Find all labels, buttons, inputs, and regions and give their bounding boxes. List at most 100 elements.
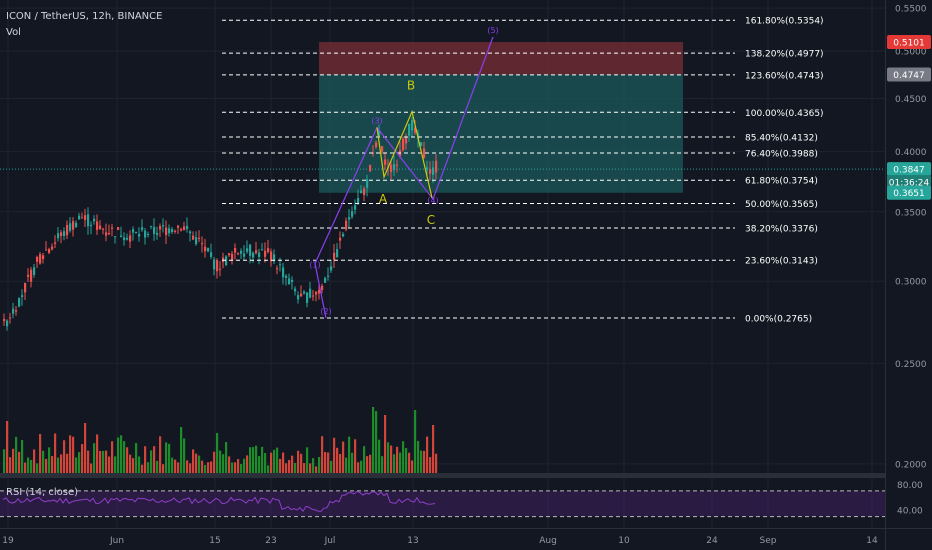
- volume-bar: [213, 451, 216, 473]
- candle-body: [405, 136, 408, 144]
- volume-bar: [378, 439, 381, 473]
- volume-bar: [69, 435, 72, 473]
- volume-bar: [60, 454, 63, 473]
- volume-bar: [84, 423, 87, 473]
- volume-bar: [315, 466, 318, 473]
- rsi-legend[interactable]: RSI (14, close): [6, 487, 79, 498]
- fibonacci-levels[interactable]: 161.80%(0.5354) 138.20%(0.4977) 123.60%(0.…: [222, 17, 824, 325]
- candle-body: [309, 288, 312, 298]
- volume-legend[interactable]: Vol: [6, 27, 21, 38]
- candle-body: [9, 317, 12, 319]
- volume-bar: [123, 441, 126, 473]
- volume-bar: [180, 427, 183, 473]
- price-tick: 0.5000: [895, 48, 927, 58]
- volume-bar: [246, 455, 249, 473]
- candle-body: [123, 237, 126, 241]
- candle-body: [18, 298, 21, 307]
- candle-body: [312, 295, 315, 297]
- candle-body: [408, 124, 411, 136]
- price-axis[interactable]: 0.5500 0.5000 0.4500 0.4000 0.3500 0.3000 0.25…: [885, 0, 932, 550]
- volume-bar: [249, 447, 252, 473]
- candle-body: [213, 259, 216, 270]
- candle-body: [285, 275, 288, 278]
- candle-body: [258, 252, 261, 257]
- candle-body: [69, 223, 72, 231]
- candle-body: [318, 289, 321, 294]
- candle-body: [192, 235, 195, 240]
- candle-body: [384, 159, 387, 165]
- volume-bar: [165, 442, 168, 473]
- candle-body: [63, 231, 66, 237]
- candle-body: [48, 249, 51, 253]
- candle-body: [138, 234, 141, 237]
- candle-body: [228, 253, 231, 256]
- price-label: 0.4747: [893, 71, 925, 81]
- candle-body: [210, 252, 213, 257]
- candle-body: [129, 235, 132, 242]
- time-tick: Aug: [539, 536, 557, 546]
- candle-body: [375, 142, 378, 147]
- volume-bar: [159, 436, 162, 473]
- fib-label: 50.00%(0.3565): [745, 200, 818, 210]
- volume-bar: [171, 457, 174, 473]
- candle-body: [15, 310, 18, 312]
- volume-bar: [33, 449, 36, 473]
- volume-bar: [360, 460, 363, 473]
- candle-body: [39, 254, 42, 264]
- price-label-box: [887, 67, 931, 82]
- time-axis[interactable]: 19 Jun 15 23 Jul 13 Aug 10 24 Sep 14: [0, 528, 932, 547]
- volume-bar: [207, 462, 210, 473]
- time-tick: 19: [2, 536, 14, 546]
- price-label: 0.3651: [893, 189, 925, 199]
- volume-bar: [120, 435, 123, 473]
- candle-body: [180, 229, 183, 231]
- candle-body: [81, 217, 84, 219]
- candle-body: [165, 227, 168, 236]
- candle-body: [303, 291, 306, 294]
- time-tick: Jun: [109, 536, 124, 546]
- volume-bar: [411, 460, 414, 473]
- time-tick: 23: [265, 536, 276, 546]
- volume-bar: [336, 447, 339, 473]
- volume-bar: [426, 436, 429, 473]
- candle-body: [156, 232, 159, 235]
- candle-body: [216, 260, 219, 272]
- symbol-legend[interactable]: ICON / TetherUS, 12h, BINANCE: [6, 11, 163, 22]
- fib-label: 76.40%(0.3988): [745, 149, 818, 159]
- elliott-wave-drawing[interactable]: (2) (1) (3) (4) (5) A B C: [309, 26, 499, 319]
- volume-bar: [312, 458, 315, 473]
- volume-bar: [405, 448, 408, 473]
- candle-body: [51, 246, 54, 250]
- volume-bar: [174, 459, 177, 473]
- volume-bar: [282, 452, 285, 473]
- candle-body: [153, 226, 156, 234]
- candle-body: [189, 231, 192, 234]
- candle-body: [378, 129, 381, 137]
- volume-bar: [99, 450, 102, 473]
- candle-body: [243, 253, 246, 257]
- volume-bar: [288, 460, 291, 473]
- volume-bar: [372, 407, 375, 473]
- volume-bar: [183, 438, 186, 473]
- volume-bar: [192, 449, 195, 473]
- volume-bar: [387, 442, 390, 473]
- volume-bar: [309, 463, 312, 473]
- volume-bar: [231, 462, 234, 473]
- fib-label: 0.00%(0.2765): [745, 314, 812, 324]
- candle-body: [96, 221, 99, 230]
- volume-bar: [300, 453, 303, 473]
- candle-body: [27, 274, 30, 277]
- volume-bar: [24, 462, 27, 473]
- candle-body: [159, 226, 162, 230]
- volume-bar: [156, 460, 159, 473]
- volume-bar: [393, 454, 396, 473]
- volume-bar: [63, 440, 66, 473]
- wave-label: (5): [487, 26, 498, 35]
- volume-bar: [429, 457, 432, 473]
- volume-bar: [138, 456, 141, 473]
- volume-bar: [285, 463, 288, 473]
- rsi-tick: 80.00: [897, 481, 923, 491]
- rsi-line: [2, 490, 436, 513]
- candle-body: [234, 247, 237, 253]
